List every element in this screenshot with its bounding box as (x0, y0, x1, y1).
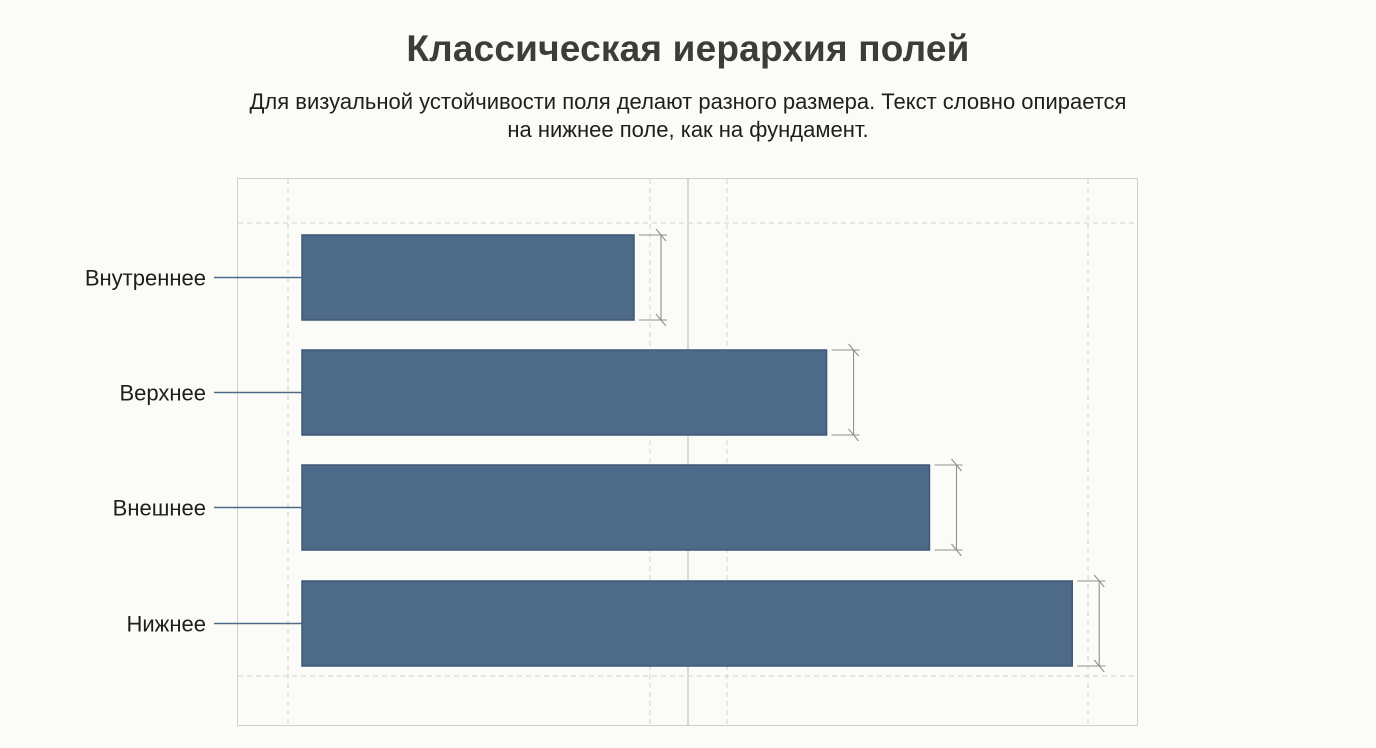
bar-margin-2 (301, 349, 828, 436)
bar-label-margin-1: Внутреннее (85, 266, 206, 291)
dimension-marker-margin-3 (934, 458, 963, 557)
bar-label-margin-2: Верхнее (119, 381, 206, 406)
subtitle-line-1: Для визуальной устойчивости поля делают … (249, 89, 1127, 114)
dimension-marker-margin-2 (831, 343, 860, 442)
dimension-marker-margin-4 (1077, 574, 1106, 673)
subtitle-line-2: на нижнее поле, как на фундамент. (507, 117, 869, 142)
page-title: Классическая иерархия полей (406, 28, 970, 69)
bar-margin-1 (301, 234, 635, 321)
dimension-marker-margin-1 (639, 228, 667, 327)
bar-margin-4 (301, 580, 1073, 667)
bar-margin-3 (301, 464, 931, 551)
chart-marks: Внутреннее Верхнее Внешнее Нижнее (85, 228, 1106, 673)
page-subtitle: Для визуальной устойчивости поля делают … (188, 88, 1188, 144)
bar-label-margin-4: Нижнее (126, 612, 206, 637)
bar-label-margin-3: Внешнее (113, 496, 206, 521)
